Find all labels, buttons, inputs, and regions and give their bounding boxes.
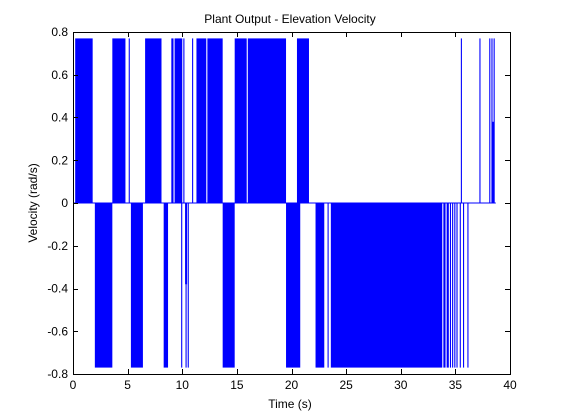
positive-pulse-1 — [112, 38, 126, 203]
negative-pulse-0 — [94, 203, 113, 368]
y-axis-label: Velocity (rad/s) — [26, 163, 40, 242]
negative-pulse-17 — [459, 203, 461, 368]
negative-pulse-19 — [467, 203, 469, 368]
negative-pulse-12 — [446, 203, 449, 368]
negative-pulse-15 — [454, 203, 456, 368]
negative-pulse-6 — [222, 203, 235, 368]
y-tick-label: 0.4 — [51, 111, 68, 125]
negative-pulse-16 — [456, 203, 458, 368]
y-tick-label: 0 — [61, 196, 68, 210]
positive-pulse-3 — [145, 38, 162, 203]
negative-pulse-1 — [130, 203, 143, 368]
positive-pulse-6 — [183, 38, 185, 203]
chart-title: Plant Output - Elevation Velocity — [204, 12, 375, 26]
positive-pulse-2 — [128, 38, 130, 203]
positive-pulse-16 — [491, 38, 493, 203]
negative-pulse-5 — [187, 203, 189, 368]
negative-pulse-14 — [452, 203, 454, 368]
x-tick-label: 35 — [449, 378, 463, 392]
x-tick-label: 15 — [230, 378, 244, 392]
x-axis-label: Time (s) — [268, 397, 312, 411]
positive-pulse-7 — [192, 38, 194, 203]
negative-pulse-4 — [185, 203, 187, 368]
x-tick-label: 20 — [285, 378, 299, 392]
positive-pulse-14 — [479, 38, 481, 203]
y-tick-label: 0.2 — [51, 153, 68, 167]
positive-pulse-10 — [234, 38, 247, 203]
positive-pulse-4 — [171, 38, 174, 203]
negative-pulse-3 — [181, 203, 183, 368]
positive-pulse-5 — [174, 38, 183, 203]
x-tick-label: 40 — [503, 378, 517, 392]
x-tick-label: 10 — [176, 378, 190, 392]
positive-pulse-15 — [489, 38, 491, 203]
negative-pulse-10 — [330, 203, 443, 368]
y-tick-label: -0.6 — [47, 324, 68, 338]
y-tick-label: 0.6 — [51, 68, 68, 82]
positive-pulse-11 — [247, 38, 287, 203]
y-tick-label: -0.2 — [47, 239, 68, 253]
x-tick-label: 30 — [394, 378, 408, 392]
x-tick-label: 25 — [339, 378, 353, 392]
y-tick-label: -0.8 — [47, 367, 68, 381]
y-tick-label: -0.4 — [47, 282, 68, 296]
negative-pulse-13 — [449, 203, 452, 368]
positive-pulse-12 — [296, 38, 309, 203]
negative-pulse-7 — [286, 203, 301, 368]
negative-pulse-18 — [463, 203, 465, 368]
plot-area: 0 5 10 15 20 25 30 35 40 -0.8 -0.6 -0.4 -0.2 0 0.2 0.4 0… — [47, 25, 517, 392]
negative-pulse-2 — [163, 203, 169, 368]
x-tick-label: 0 — [70, 378, 77, 392]
x-tick-label: 5 — [124, 378, 131, 392]
y-tick-label: 0.8 — [51, 25, 68, 39]
positive-pulse-17 — [493, 38, 495, 203]
negative-pulse-9 — [327, 203, 329, 368]
positive-pulse-9 — [207, 38, 223, 203]
negative-pulse-8 — [315, 203, 325, 368]
negative-pulse-11 — [443, 203, 446, 368]
positive-pulse-0 — [75, 38, 93, 203]
positive-pulse-8 — [196, 38, 207, 203]
positive-pulse-13 — [460, 38, 462, 203]
